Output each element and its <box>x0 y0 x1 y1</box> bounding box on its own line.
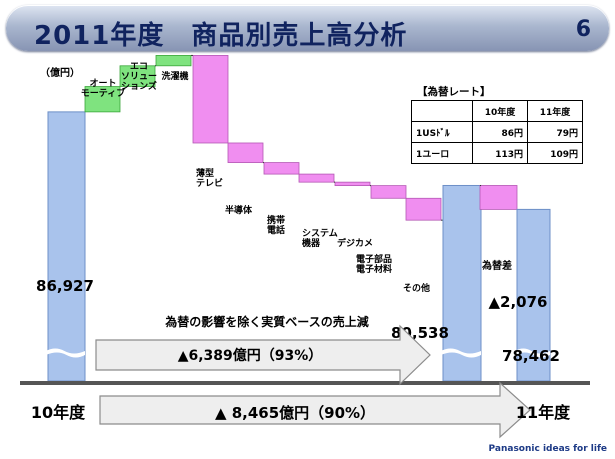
category-label: 電子材料 <box>356 263 392 275</box>
waterfall-step-bar <box>192 55 229 144</box>
rate-value-cell: 86円 <box>472 121 528 143</box>
waterfall-step-bar <box>227 142 264 163</box>
real-decrease-arrow <box>95 324 431 386</box>
subtotal-bar <box>442 184 482 382</box>
rate-table-header-cell: 11年度 <box>527 100 583 122</box>
category-label: 電話 <box>267 224 285 236</box>
page-title: 2011年度 商品別売上高分析 <box>34 21 408 51</box>
category-label: デジカメ <box>337 237 373 249</box>
category-label: 半導体 <box>225 204 253 216</box>
rate-value-cell: 113円 <box>472 142 528 164</box>
title-bar: 2011年度 商品別売上高分析 6 <box>6 5 609 51</box>
page-number: 6 <box>575 17 591 42</box>
rate-table-corner-cell <box>411 100 473 122</box>
fx-value-label: ▲2,076 <box>489 293 548 311</box>
rate-value-cell: 109円 <box>527 142 583 164</box>
rate-table-row: 1ユーロ 113円 109円 <box>411 142 583 164</box>
axis-break-mark <box>46 348 85 358</box>
rate-table-row: 1USﾄﾞﾙ 86円 79円 <box>411 121 583 143</box>
rate-currency-cell: 1ユーロ <box>411 142 473 164</box>
real-decrease-value: ▲6,389億円（93%） <box>178 347 323 364</box>
rate-table-header-row: 10年度 11年度 <box>411 100 583 122</box>
category-label: ションズ <box>121 80 157 92</box>
category-label: ソリュー <box>121 71 157 82</box>
brand-logo: Panasonic ideas for life <box>488 444 607 454</box>
fx-step-label: 為替差 <box>481 259 512 272</box>
unit-label: （億円） <box>40 66 80 79</box>
fx-step-bar <box>479 185 518 210</box>
waterfall-step-bar <box>155 55 192 67</box>
category-label: テレビ <box>196 177 223 189</box>
waterfall-step-bar <box>263 162 300 175</box>
category-label: 携帯 <box>267 214 285 226</box>
waterfall-step-bar <box>405 197 442 221</box>
end-value-label: 78,462 <box>502 347 560 365</box>
rate-currency-cell: 1USﾄﾞﾙ <box>411 121 473 143</box>
category-label: オート <box>89 78 116 89</box>
waterfall-step-bar <box>84 86 121 113</box>
axis-break-mark <box>515 348 550 358</box>
category-label: システム <box>302 228 338 239</box>
rate-value-cell: 79円 <box>527 121 583 143</box>
waterfall-step-bar <box>298 173 335 183</box>
category-label: 薄型 <box>196 167 214 179</box>
category-label: モーティブ <box>81 87 125 99</box>
waterfall-step-bar <box>370 185 407 199</box>
start-bar <box>47 111 86 382</box>
start-period-label: 10年度 <box>31 403 86 422</box>
start-value-label: 86,927 <box>36 277 94 295</box>
waterfall-step-bar <box>334 181 371 187</box>
waterfall-step-bar <box>119 65 156 87</box>
category-label: 洗濯機 <box>161 70 188 82</box>
category-label: 電子部品 <box>356 253 392 265</box>
axis-break-mark <box>441 348 481 358</box>
category-label: その他 <box>403 282 430 294</box>
total-decrease-arrow <box>99 381 531 439</box>
category-label: 機器 <box>302 237 321 249</box>
exchange-rate-table: 10年度 11年度 1USﾄﾞﾙ 86円 79円 1ユーロ 113円 109円 <box>411 100 583 164</box>
real-decrease-caption: 為替の影響を除く実質ベースの売上減 <box>165 314 368 329</box>
end-period-label: 11年度 <box>516 403 571 422</box>
rate-table-header-cell: 10年度 <box>472 100 528 122</box>
baseline-axis <box>20 381 590 385</box>
category-label: エコ <box>130 62 148 72</box>
rate-table-title: 【為替レート】 <box>417 86 491 98</box>
total-decrease-value: ▲ 8,465億円（90%） <box>215 404 375 422</box>
